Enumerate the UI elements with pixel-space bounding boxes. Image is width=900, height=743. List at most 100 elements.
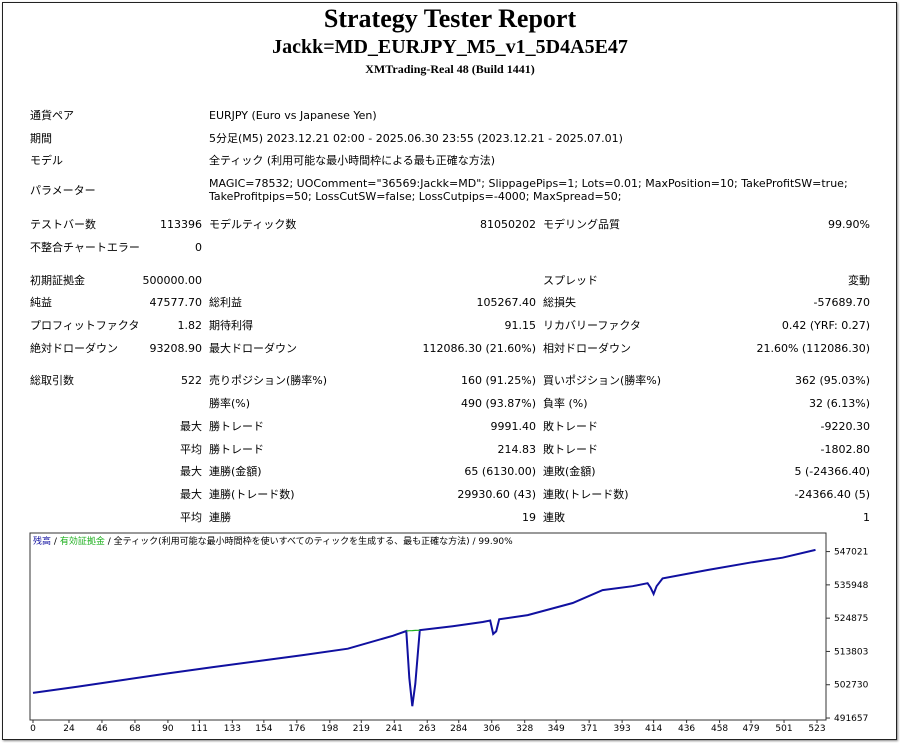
stat-value: 1.82 <box>177 319 203 332</box>
info-value: TakeProfitpips=50; LossCutSW=false; Loss… <box>209 190 622 203</box>
stat-value: 29930.60 (43) <box>457 488 536 501</box>
x-tick-label: 284 <box>450 724 467 734</box>
info-value: 5分足(M5) 2023.12.21 02:00 - 2025.06.30 23… <box>209 132 623 145</box>
info-label: パラメーター <box>30 184 96 197</box>
stat-label: プロフィットファクタ <box>30 319 140 332</box>
x-tick-label: 349 <box>548 724 565 734</box>
stat-label: 連敗 <box>543 511 565 524</box>
stat-label: 勝トレード <box>209 420 264 433</box>
stat-label: 買いポジション(勝率%) <box>543 374 662 387</box>
y-tick-label: 535948 <box>834 581 869 591</box>
info-label: 通貨ペア <box>30 109 74 122</box>
stat-label: 絶対ドローダウン <box>30 342 118 355</box>
x-tick-label: 458 <box>711 724 728 734</box>
stat-value: 32 (6.13%) <box>808 397 870 410</box>
stat-label: 勝トレード <box>209 443 264 456</box>
stat-value: 91.15 <box>504 319 537 332</box>
stat-value: 19 <box>522 511 536 524</box>
stat-value: 81050202 <box>480 218 536 231</box>
legend-separator: / <box>108 537 112 547</box>
stat-label: 勝率(%) <box>209 397 251 410</box>
stat-label: 初期証拠金 <box>30 274 85 287</box>
stat-value: -9220.30 <box>820 420 870 433</box>
info-value: EURJPY (Euro vs Japanese Yen) <box>209 109 377 122</box>
stat-value: 105267.40 <box>476 296 537 309</box>
x-tick-label: 111 <box>191 724 208 734</box>
stat-label: 売りポジション(勝率%) <box>209 374 328 387</box>
stat-label: 連勝 <box>209 511 231 524</box>
stat-value: 0.42 (YRF: 0.27) <box>781 319 870 332</box>
x-tick-label: 263 <box>419 724 436 734</box>
stat-value: 112086.30 (21.60%) <box>422 342 536 355</box>
stat-value: 最大 <box>180 488 202 501</box>
stat-label: 敗トレード <box>543 443 598 456</box>
info-value: MAGIC=78532; UOComment="36569:Jackk=MD";… <box>209 177 848 190</box>
x-tick-label: 133 <box>224 724 241 734</box>
stat-value: 47577.70 <box>149 296 203 309</box>
legend-entry: 有効証拠金 <box>60 535 105 547</box>
stat-value: 500000.00 <box>142 274 203 287</box>
stat-label: 純益 <box>30 296 52 309</box>
x-tick-label: 479 <box>742 724 759 734</box>
stat-value: 5 (-24366.40) <box>794 465 870 478</box>
stat-value: 99.90% <box>828 218 870 231</box>
legend-entry: 残高 <box>33 535 51 547</box>
stat-value: 490 (93.87%) <box>460 397 536 410</box>
stat-label: 相対ドローダウン <box>543 342 631 355</box>
stat-label: モデルティック数 <box>209 218 297 231</box>
x-tick-label: 501 <box>775 724 792 734</box>
plot-frame <box>29 532 827 721</box>
stat-value: -24366.40 (5) <box>794 488 870 501</box>
y-tick-label: 502730 <box>834 681 869 691</box>
x-tick-label: 328 <box>516 724 533 734</box>
stat-label: 連勝(トレード数) <box>209 488 295 501</box>
x-tick-label: 90 <box>162 724 174 734</box>
stat-label: リカバリーファクタ <box>543 319 641 332</box>
info-label: モデル <box>30 154 63 167</box>
x-tick-label: 523 <box>808 724 825 734</box>
y-tick-label: 547021 <box>834 548 868 558</box>
series-line <box>406 629 420 632</box>
stat-value: 214.83 <box>497 443 537 456</box>
x-tick-label: 393 <box>614 724 631 734</box>
info-label: 期間 <box>30 132 52 145</box>
x-tick-label: 436 <box>678 724 695 734</box>
legend-quality: 99.90% <box>478 537 513 547</box>
stat-value: 21.60% (112086.30) <box>756 342 870 355</box>
stat-label: 期待利得 <box>209 319 253 332</box>
x-tick-label: 176 <box>288 724 305 734</box>
stat-value: 362 (95.03%) <box>794 374 870 387</box>
legend-separator: / <box>54 537 58 547</box>
x-tick-label: 371 <box>581 724 598 734</box>
stat-value: 1 <box>863 511 870 524</box>
x-tick-label: 154 <box>255 724 272 734</box>
stat-label: テストバー数 <box>30 218 96 231</box>
stat-label: 敗トレード <box>543 420 598 433</box>
x-tick-label: 306 <box>483 724 500 734</box>
stat-label: モデリング品質 <box>543 218 620 231</box>
x-tick-label: 241 <box>386 724 403 734</box>
x-tick-label: 219 <box>353 724 370 734</box>
stat-label: 総利益 <box>209 296 242 309</box>
stat-value: 65 (6130.00) <box>464 465 536 478</box>
stat-value: 113396 <box>160 218 202 231</box>
stat-label: 連敗(金額) <box>543 465 596 478</box>
stat-value: -1802.80 <box>820 443 870 456</box>
x-tick-label: 0 <box>30 724 36 734</box>
stat-value: 変動 <box>848 274 870 287</box>
x-tick-label: 414 <box>645 724 662 734</box>
legend-note: 全ティック(利用可能な最小時間枠を使いすべてのティックを生成する、最も正確な方法… <box>114 535 470 547</box>
stat-value: 522 <box>181 374 202 387</box>
report-subtitle: Jackk=MD_EURJPY_M5_v1_5D4A5E47 <box>272 36 628 58</box>
stat-label: 連勝(金額) <box>209 465 262 478</box>
report-title: Strategy Tester Report <box>323 4 577 33</box>
y-tick-label: 524875 <box>834 614 868 624</box>
stat-value: 9991.40 <box>490 420 537 433</box>
stat-value: 平均 <box>180 443 202 456</box>
stat-value: -57689.70 <box>813 296 870 309</box>
stat-label: 連敗(トレード数) <box>543 488 629 501</box>
stat-label: 総取引数 <box>30 374 74 387</box>
